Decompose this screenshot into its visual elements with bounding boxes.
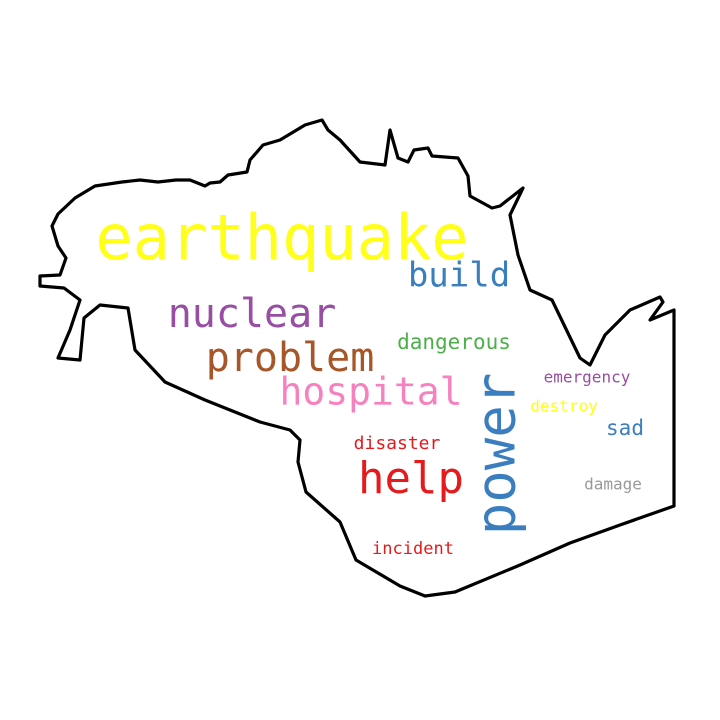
word-destroy: destroy [530,397,598,416]
word-power: power [465,373,528,536]
word-earthquake: earthquake [95,201,468,274]
word-problem: problem [206,335,375,381]
word-help: help [358,453,464,504]
word-dangerous: dangerous [397,330,511,354]
word-emergency: emergency [544,368,631,387]
map-outline [38,118,676,598]
word-build: build [408,256,510,296]
word-hospital: hospital [279,370,462,414]
word-sad: sad [606,416,644,440]
word-incident: incident [372,539,454,559]
word-disaster: disaster [354,433,441,454]
word-damage: damage [584,475,642,494]
word-nuclear: nuclear [168,291,337,337]
